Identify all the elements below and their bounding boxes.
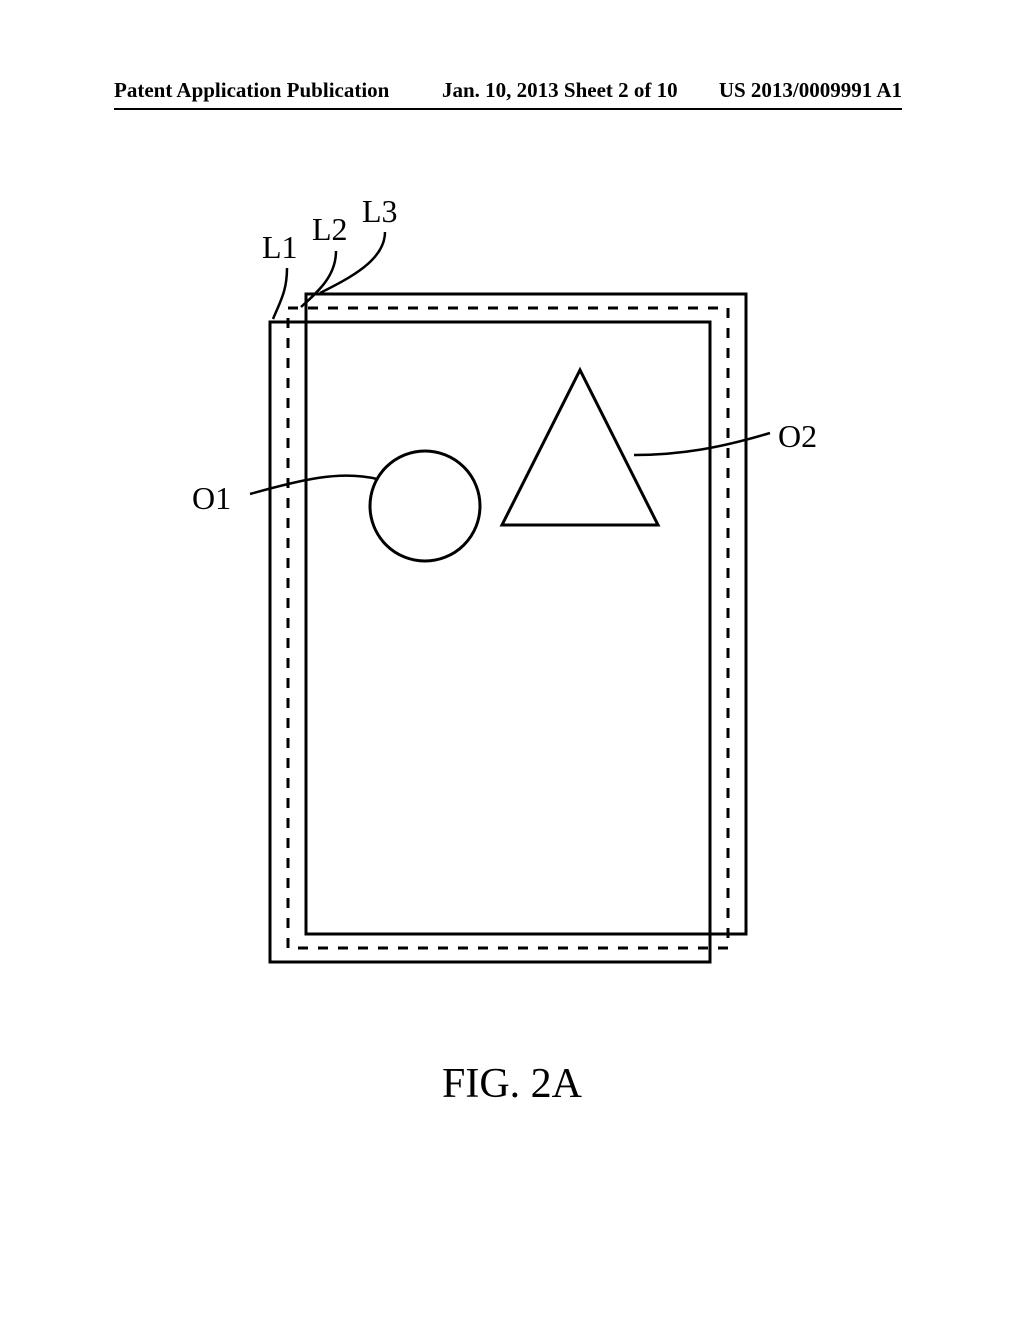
leader-O2	[634, 433, 770, 455]
figure-svg	[0, 0, 1024, 1320]
label-O1: O1	[192, 480, 231, 517]
layer-L2-rect	[288, 308, 728, 948]
label-L2: L2	[312, 211, 348, 248]
label-L1: L1	[262, 229, 298, 266]
label-O2: O2	[778, 418, 817, 455]
object-O1-circle	[370, 451, 480, 561]
figure-caption: FIG. 2A	[0, 1060, 1024, 1108]
layer-L1-rect	[270, 322, 710, 962]
label-L3: L3	[362, 193, 398, 230]
object-O2-triangle	[502, 370, 658, 525]
page: Patent Application Publication Jan. 10, …	[0, 0, 1024, 1320]
leader-L1	[273, 268, 287, 319]
layer-L3-rect	[306, 294, 746, 934]
